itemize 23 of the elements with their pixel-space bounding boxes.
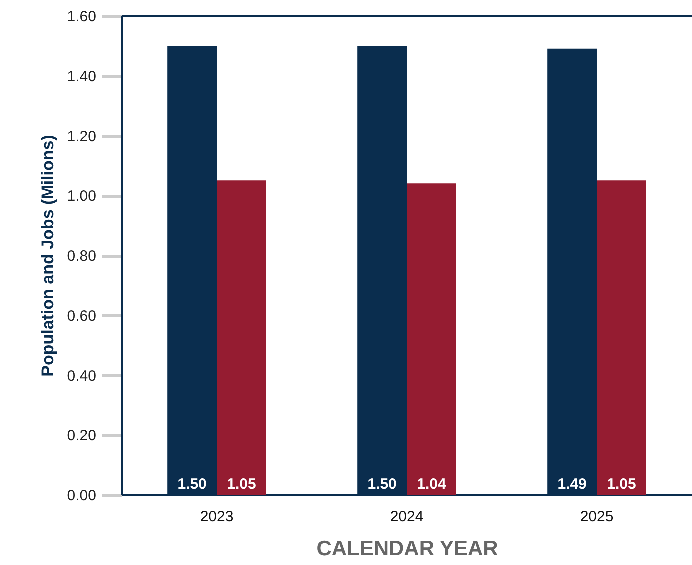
data-label: 1.50 — [368, 476, 397, 493]
bar — [217, 180, 266, 495]
x-axis-title: CALENDAR YEAR — [316, 538, 498, 560]
bar — [407, 184, 456, 495]
x-tick-label: 2024 — [390, 508, 424, 526]
y-tick-label: 1.40 — [67, 68, 96, 86]
data-label: 1.05 — [607, 476, 636, 493]
data-label: 1.04 — [417, 476, 447, 493]
x-tick-label: 2023 — [200, 508, 234, 526]
y-tick-label: 1.20 — [67, 128, 96, 146]
y-axis-title: Population and Jobs (Milions) — [38, 135, 58, 377]
y-tick-label: 0.40 — [67, 368, 96, 385]
x-tick-label: 2025 — [580, 508, 614, 526]
y-tick-label: 0.20 — [67, 428, 96, 445]
data-label: 1.50 — [178, 476, 207, 493]
y-tick-label: 1.00 — [67, 188, 96, 206]
y-tick-label: 0.00 — [67, 488, 96, 504]
data-label: 1.05 — [227, 476, 256, 493]
y-tick-label: 0.60 — [67, 308, 96, 325]
bar — [597, 180, 646, 495]
data-label: 1.49 — [558, 476, 587, 493]
y-tick-label: 0.80 — [67, 248, 96, 265]
y-tick-label: 1.60 — [67, 8, 96, 26]
